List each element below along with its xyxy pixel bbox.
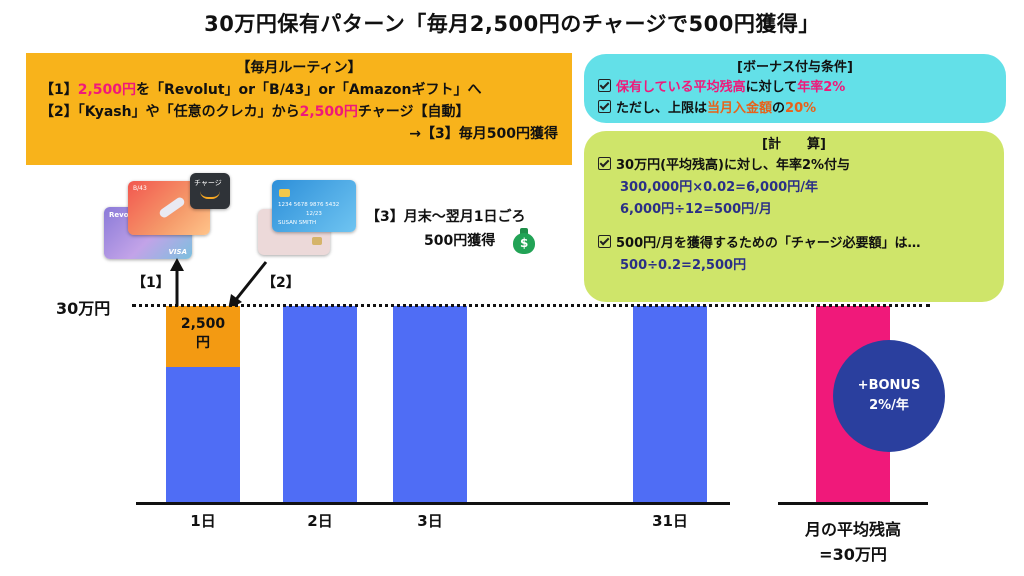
arrow-step-2: [232, 261, 268, 303]
money-bag-icon: $: [512, 228, 536, 254]
routine-heading: 【毎月ルーティン】: [236, 60, 362, 76]
charge-amount-label: 2,500 円: [180, 316, 226, 351]
calc-line-5: 500÷0.2=2,500円: [620, 258, 747, 273]
routine-step-2-text: 【2】「Kyash」や「任意のクレカ」から: [40, 104, 300, 120]
calc-line-3: 6,000円÷12=500円/月: [620, 202, 772, 217]
charge-bar-segment: [166, 306, 240, 367]
x-tick-label: 2日: [307, 512, 333, 530]
checkbox-icon: [598, 79, 611, 92]
bonus-condition-2: ただし、上限は当月入金額の20%: [598, 98, 992, 119]
balance-bar: [633, 306, 707, 502]
bonus-condition-2-b: 当月入金額: [707, 101, 773, 116]
checkbox-icon: [598, 235, 611, 248]
calc-heading: [計 算]: [762, 137, 826, 152]
step-2-label: 【2】: [262, 275, 300, 291]
calc-line-2: 300,000円×0.02=6,000円/年: [620, 180, 818, 195]
page-title: 30万円保有パターン「毎月2,500円のチャージで500円獲得」: [204, 12, 820, 36]
routine-step-2-amount: 2,500円: [299, 104, 358, 120]
routine-step-2-tail: チャージ【自動】: [357, 104, 470, 120]
x-tick-label: 31日: [652, 512, 688, 530]
routine-step-1-text: を「Revolut」or「B/43」or「Amazonギフト」へ: [136, 82, 482, 98]
x-tick-label: 3日: [417, 512, 443, 530]
balance-level-line: [132, 304, 930, 307]
checkbox-icon: [598, 100, 611, 113]
card-number-text: 1234 5678 9876 5432: [278, 202, 340, 208]
card-chip-icon: [312, 237, 322, 245]
arrow-step-1-head: [170, 258, 184, 271]
routine-step-2: 【2】「Kyash」や「任意のクレカ」から2,500円チャージ【自動】: [40, 101, 558, 123]
calc-line-4: 500円/月を獲得するための「チャージ必要額」は…: [598, 233, 990, 255]
step-3-line-2: 500円獲得: [424, 233, 496, 249]
amazon-charge-label: チャージ: [194, 179, 222, 187]
balance-bar: [283, 306, 357, 502]
monthly-routine-box: 【毎月ルーティン】 【1】2,500円を「Revolut」or「B/43」or「…: [26, 53, 572, 165]
card-expiry-text: 12/23: [306, 211, 322, 217]
calc-line-1: 30万円(平均残高)に対し、年率2%付与: [598, 155, 990, 177]
average-balance-label-2: =30万円: [819, 545, 887, 564]
bonus-condition-1: 保有している平均残高に対して年率2%: [598, 77, 992, 98]
routine-step-1: 【1】2,500円を「Revolut」or「B/43」or「Amazonギフト」…: [40, 79, 558, 101]
amazon-smile-icon: [200, 191, 220, 199]
step-1-label: 【1】: [132, 275, 170, 291]
bonus-conditions-box: [ボーナス付与条件] 保有している平均残高に対して年率2% ただし、上限は当月入…: [584, 54, 1006, 123]
bonus-condition-2-c: の: [772, 101, 786, 116]
bonus-circle-line-1: +BONUS: [857, 378, 921, 393]
bonus-condition-1-a: 保有している平均残高: [616, 80, 746, 95]
revolut-card-label: Revolut: [109, 211, 140, 219]
chart-baseline: [136, 502, 730, 505]
routine-step-3: →【3】毎月500円獲得: [409, 126, 558, 142]
bonus-condition-1-b: に対して: [745, 80, 798, 95]
average-balance-label-1: 月の平均残高: [804, 520, 901, 539]
calculation-box: [計 算] 30万円(平均残高)に対し、年率2%付与 300,000円×0.02…: [584, 131, 1004, 302]
calc-line-4-text: 500円/月を獲得するための「チャージ必要額」は…: [616, 236, 921, 251]
average-baseline: [778, 502, 928, 505]
step-3-line-1: 【3】月末〜翌月1日ごろ: [366, 209, 526, 225]
bonus-condition-2-d: 20%: [785, 101, 817, 116]
bonus-circle: +BONUS 2%/年: [833, 340, 945, 452]
balance-bar: [393, 306, 467, 502]
balance-level-label: 30万円: [56, 299, 111, 318]
bonus-condition-1-c: 年率2%: [797, 80, 846, 95]
balance-bar: [166, 367, 240, 502]
card-chip-icon: [279, 189, 290, 197]
calc-line-1-text: 30万円(平均残高)に対し、年率2%付与: [616, 158, 851, 173]
routine-step-1-amount: 2,500円: [77, 82, 137, 98]
routine-step-1-num: 【1】: [40, 82, 78, 98]
card-holder-text: SUSAN SMITH: [278, 220, 317, 226]
bonus-condition-2-a: ただし、上限は: [616, 101, 708, 116]
x-tick-label: 1日: [190, 512, 216, 530]
bonus-heading: [ボーナス付与条件]: [737, 60, 853, 75]
b43-card-label: B/43: [133, 185, 147, 192]
credit-card-front-image: 1234 5678 9876 5432 12/23 SUSAN SMITH: [272, 180, 356, 232]
amazon-gift-card-image: チャージ: [190, 173, 230, 209]
visa-card-label: VISA: [168, 248, 187, 256]
bonus-circle-line-2: 2%/年: [869, 398, 909, 413]
checkbox-icon: [598, 157, 611, 170]
